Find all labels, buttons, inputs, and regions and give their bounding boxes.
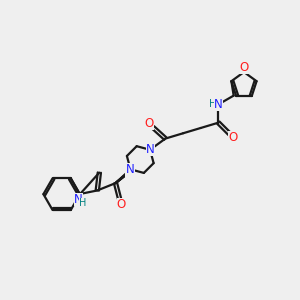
- Text: N: N: [214, 98, 223, 111]
- Text: O: O: [239, 61, 249, 74]
- Text: O: O: [145, 117, 154, 130]
- Text: N: N: [126, 164, 135, 177]
- Text: N: N: [146, 143, 155, 156]
- Text: O: O: [117, 198, 126, 211]
- Text: N: N: [74, 194, 82, 206]
- Text: O: O: [229, 131, 238, 144]
- Text: H: H: [209, 99, 217, 109]
- Text: N: N: [126, 165, 135, 178]
- Text: N: N: [126, 163, 135, 176]
- Text: H: H: [80, 199, 87, 208]
- Text: N: N: [125, 165, 134, 178]
